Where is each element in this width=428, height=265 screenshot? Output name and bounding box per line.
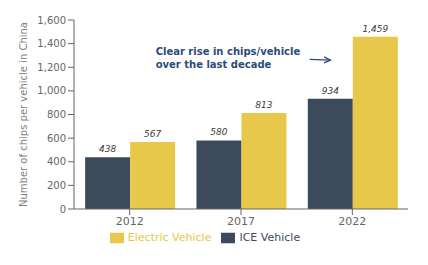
svg-text:0: 0 [60, 204, 66, 215]
svg-text:813: 813 [255, 100, 272, 110]
svg-text:1,000: 1,000 [37, 85, 66, 96]
svg-text:1,459: 1,459 [362, 24, 388, 34]
svg-text:1,600: 1,600 [37, 15, 66, 26]
svg-text:600: 600 [47, 133, 66, 144]
svg-text:580: 580 [210, 127, 227, 137]
svg-text:567: 567 [144, 129, 161, 139]
svg-text:438: 438 [99, 144, 116, 154]
svg-text:934: 934 [322, 86, 339, 96]
svg-text:200: 200 [47, 180, 66, 191]
svg-text:2022: 2022 [338, 215, 366, 228]
svg-text:800: 800 [47, 109, 66, 120]
svg-text:1,400: 1,400 [37, 38, 66, 49]
svg-text:1,200: 1,200 [37, 62, 66, 73]
svg-text:Clear rise in chips/vehicleove: Clear rise in chips/vehicleover the last… [156, 47, 301, 71]
svg-text:Number of chips per vehicle in: Number of chips per vehicle in China [18, 22, 29, 207]
html-text:Electric Vehicle: Electric Vehicle [127, 231, 212, 244]
html-text:ICE Vehicle: ICE Vehicle [239, 231, 301, 244]
svg-text:2017: 2017 [227, 215, 255, 228]
svg-text:400: 400 [47, 156, 66, 167]
svg-text:2012: 2012 [116, 215, 144, 228]
